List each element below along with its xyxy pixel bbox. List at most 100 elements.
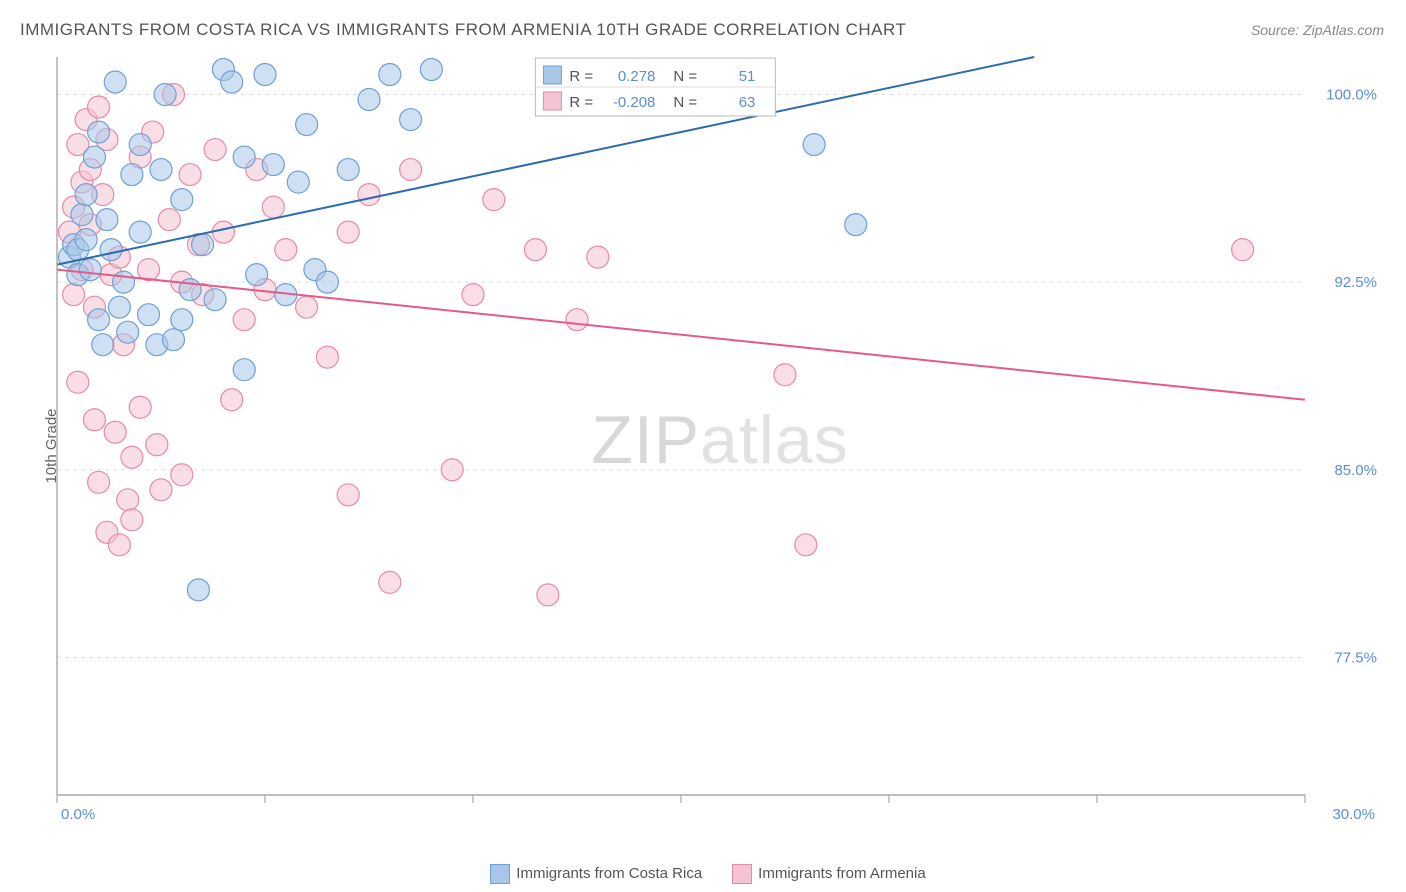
data-point <box>358 184 380 206</box>
data-point <box>420 59 442 81</box>
data-point <box>774 364 796 386</box>
data-point <box>262 154 284 176</box>
data-point <box>171 464 193 486</box>
data-point <box>212 221 234 243</box>
data-point <box>154 84 176 106</box>
page-title: IMMIGRANTS FROM COSTA RICA VS IMMIGRANTS… <box>20 20 906 40</box>
data-point <box>275 239 297 261</box>
legend-swatch <box>490 864 510 884</box>
data-point <box>88 309 110 331</box>
data-point <box>296 296 318 318</box>
bottom-legend: Immigrants from Costa Rica Immigrants fro… <box>0 864 1406 884</box>
data-point <box>171 189 193 211</box>
x-max-label: 30.0% <box>1332 806 1375 823</box>
x-min-label: 0.0% <box>61 806 95 823</box>
data-point <box>337 221 359 243</box>
data-point <box>108 534 130 556</box>
stats-r-label: R = <box>569 68 593 85</box>
data-point <box>400 109 422 131</box>
data-point <box>100 239 122 261</box>
data-point <box>795 534 817 556</box>
data-point <box>192 234 214 256</box>
data-point <box>400 159 422 181</box>
data-point <box>129 396 151 418</box>
data-point <box>171 309 193 331</box>
data-point <box>121 509 143 531</box>
stats-n-label: N = <box>673 68 697 85</box>
data-point <box>129 221 151 243</box>
data-point <box>262 196 284 218</box>
data-point <box>162 329 184 351</box>
data-point <box>845 214 867 236</box>
data-point <box>441 459 463 481</box>
data-point <box>88 96 110 118</box>
data-point <box>104 71 126 93</box>
data-point <box>221 389 243 411</box>
data-point <box>254 64 276 86</box>
data-point <box>158 209 180 231</box>
data-point <box>179 164 201 186</box>
data-point <box>75 229 97 251</box>
y-tick-label: 77.5% <box>1334 649 1377 666</box>
legend-label: Immigrants from Armenia <box>758 865 926 882</box>
data-point <box>117 321 139 343</box>
data-point <box>537 584 559 606</box>
data-point <box>316 346 338 368</box>
data-point <box>1232 239 1254 261</box>
data-point <box>204 139 226 161</box>
stats-swatch <box>543 92 561 110</box>
data-point <box>587 246 609 268</box>
data-point <box>104 421 126 443</box>
data-point <box>379 571 401 593</box>
data-point <box>233 309 255 331</box>
data-point <box>287 171 309 193</box>
y-tick-label: 92.5% <box>1334 274 1377 291</box>
y-tick-label: 85.0% <box>1334 462 1377 479</box>
data-point <box>138 259 160 281</box>
data-point <box>337 484 359 506</box>
stats-r-value: 0.278 <box>618 68 656 85</box>
data-point <box>83 409 105 431</box>
data-point <box>88 471 110 493</box>
stats-n-value: 63 <box>739 94 756 111</box>
data-point <box>337 159 359 181</box>
data-point <box>233 146 255 168</box>
scatter-chart: 77.5% 85.0% 92.5% 100.0% 0.0% 30.0% R = 0.278 N … <box>55 55 1385 825</box>
data-point <box>96 209 118 231</box>
chart-area: ZIPatlas 77.5%85.0%92.5%100.0%0.0%30.0%R… <box>55 55 1385 825</box>
data-point <box>204 289 226 311</box>
data-point <box>462 284 484 306</box>
data-point <box>108 296 130 318</box>
source-attribution: Source: ZipAtlas.com <box>1251 22 1384 38</box>
data-point <box>150 479 172 501</box>
data-point <box>63 284 85 306</box>
data-point <box>121 446 143 468</box>
data-point <box>121 164 143 186</box>
data-point <box>88 121 110 143</box>
data-point <box>246 264 268 286</box>
data-point <box>117 489 139 511</box>
data-point <box>187 579 209 601</box>
stats-r-value: -0.208 <box>613 94 656 111</box>
data-point <box>71 204 93 226</box>
data-point <box>75 184 97 206</box>
data-point <box>138 304 160 326</box>
data-point <box>221 71 243 93</box>
data-point <box>316 271 338 293</box>
data-point <box>92 334 114 356</box>
data-point <box>146 434 168 456</box>
data-point <box>803 134 825 156</box>
stats-swatch <box>543 66 561 84</box>
stats-n-value: 51 <box>739 68 756 85</box>
legend-label: Immigrants from Costa Rica <box>516 865 702 882</box>
data-point <box>483 189 505 211</box>
data-point <box>129 134 151 156</box>
data-point <box>79 259 101 281</box>
data-point <box>379 64 401 86</box>
data-point <box>67 371 89 393</box>
data-point <box>113 271 135 293</box>
y-tick-label: 100.0% <box>1326 87 1377 104</box>
data-point <box>83 146 105 168</box>
data-point <box>566 309 588 331</box>
data-point <box>524 239 546 261</box>
